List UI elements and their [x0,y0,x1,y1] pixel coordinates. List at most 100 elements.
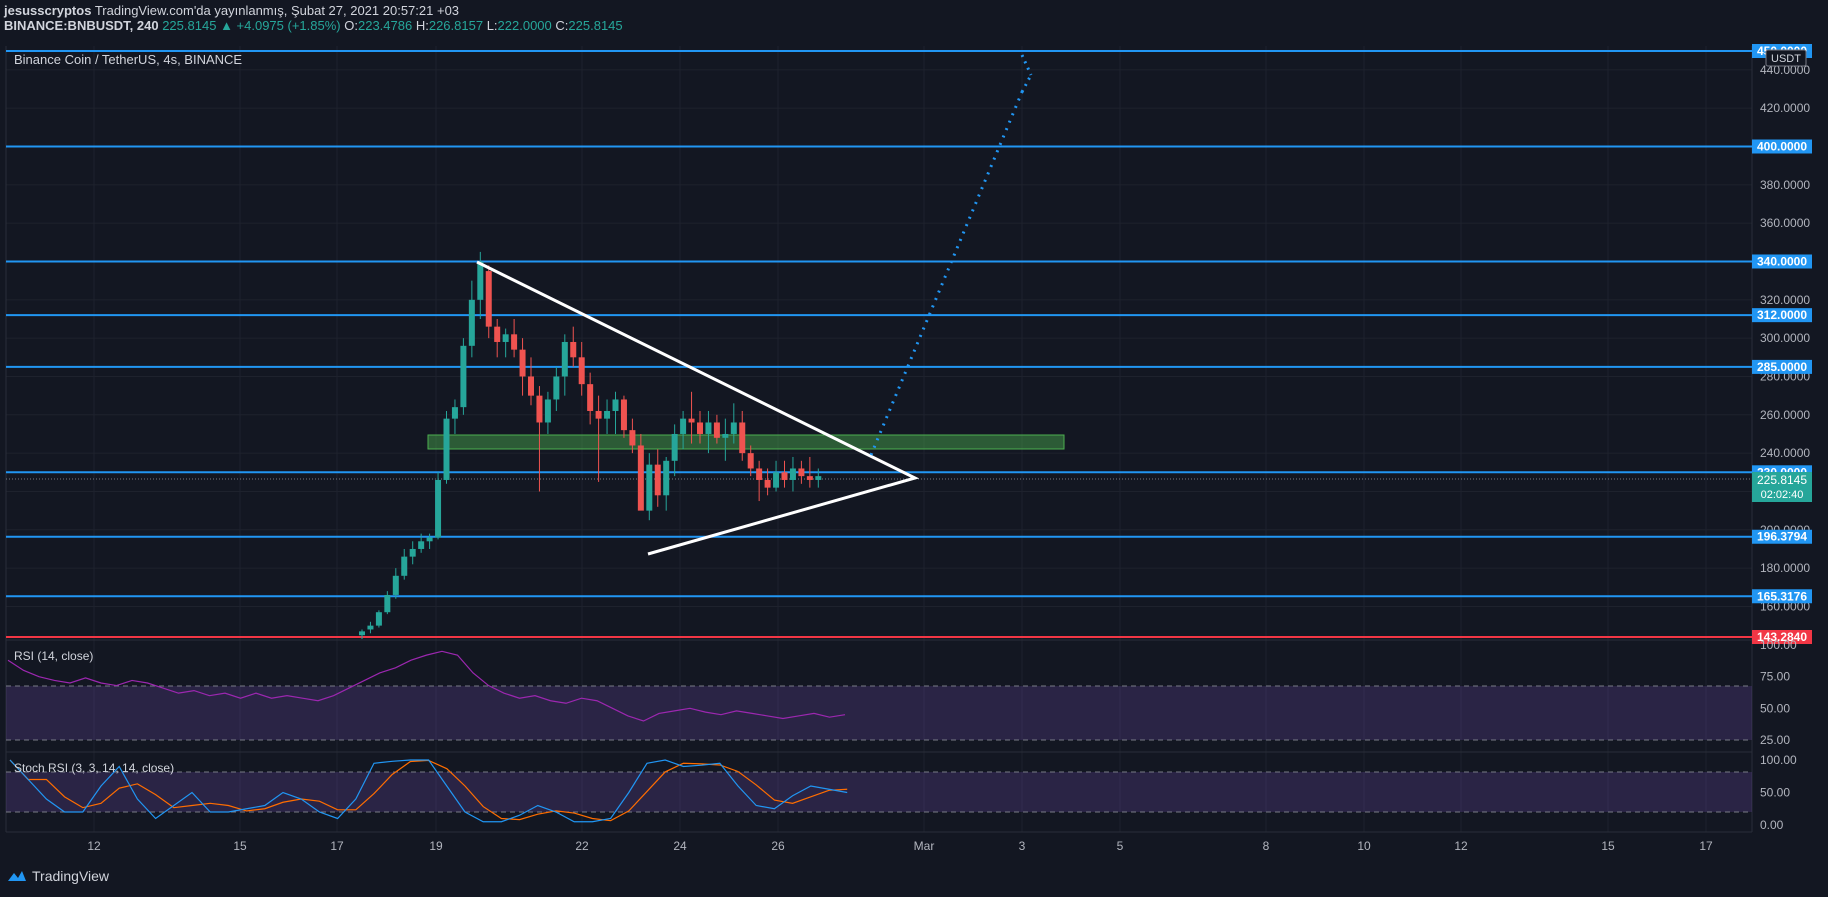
published-info: TradingView.com'da yayınlanmış, Şubat 27… [94,3,460,18]
support-zone[interactable] [427,434,1065,450]
level-price-label: 285.0000 [1757,360,1807,374]
stoch-axis: 100.00 50.00 0.00 [1760,753,1797,832]
time-tick-label: 19 [429,839,443,853]
time-tick-label: 3 [1019,839,1026,853]
time-tick-label: 22 [575,839,589,853]
stoch-band [6,772,1752,812]
publication-line: jesusscryptos TradingView.com'da yayınla… [4,3,459,19]
candle-body [426,537,433,542]
candle-body [637,445,644,511]
candle-body [680,418,687,434]
main-pane[interactable] [6,46,1752,638]
time-tick-label: 8 [1263,839,1270,853]
level-price-label: 340.0000 [1757,254,1807,268]
candle-body [418,541,425,549]
currency-badge[interactable] [1765,49,1807,67]
last-price: 225.8145 [162,18,217,33]
author-name[interactable]: jesusscryptos [4,3,92,18]
level-badge [1752,139,1812,154]
price-tick-label: 260.0000 [1760,408,1810,422]
price-tick-label: 320.0000 [1760,293,1810,307]
low-label: L: [486,18,498,33]
price-tick-label: 240.0000 [1760,446,1810,460]
rsi-tick-label: 25.00 [1760,733,1790,747]
candle-body [806,476,813,480]
open-value: 223.4786 [357,18,413,33]
candle-body [528,376,534,396]
time-tick-label: 17 [1699,839,1713,853]
symbol-label: BINANCE:BNBUSDT, 240 [4,18,159,33]
stoch-tick-label: 0.00 [1760,818,1784,832]
candle-body [620,399,627,431]
level-badge [1752,529,1812,544]
high-label: H: [415,18,429,33]
currency-label: USDT [1771,53,1801,65]
level-badge [1752,630,1812,644]
candle-body [443,418,450,480]
candle-body [798,468,805,477]
candle-body [815,476,822,480]
candle-body [595,410,602,419]
level-badge [1752,308,1812,323]
price-tick-label: 180.0000 [1760,561,1810,575]
candle-body [359,631,365,636]
time-tick-label: 5 [1117,839,1124,853]
time-axis[interactable]: 12 15 17 19 22 24 26 Mar 3 5 8 10 12 15 17 [87,839,1713,853]
time-tick-label: 12 [1454,839,1468,853]
candle-body [375,612,382,626]
bar-countdown: 02:02:40 [1761,489,1804,501]
rsi-tick-label: 50.00 [1760,701,1790,715]
rsi-tick-label: 75.00 [1760,670,1790,684]
last-price-badge [1752,472,1812,502]
candle-body [612,399,619,411]
rsi-band [6,686,1752,740]
candle-body [764,479,771,488]
price-chart[interactable]: Binance Coin / TetherUS, 4s, BINANCE 440… [0,40,1828,897]
candle-body [646,464,653,511]
close-label: C: [555,18,569,33]
candle-body [460,345,467,408]
candle-body [570,341,577,358]
tradingview-logo-icon [8,871,26,881]
triangle-pattern[interactable] [476,260,920,556]
open-label: O: [344,18,358,33]
candles [359,251,822,640]
level-badge [1752,589,1812,604]
candle-body [654,464,661,496]
candle-body [578,357,585,385]
candle-body [511,334,518,350]
rsi-tick-label: 100.00 [1760,638,1797,652]
candle-body [789,468,796,480]
candle-body [451,407,458,419]
time-tick-label: 15 [233,839,247,853]
candle-body [604,410,611,419]
candle-body [392,575,399,595]
price-tick-label: 300.0000 [1760,331,1810,345]
horizontal-levels[interactable] [6,50,1752,638]
candle-body [688,418,695,423]
candle-body [561,341,568,377]
rsi-axis: 100.00 75.00 50.00 25.00 [1760,638,1797,747]
candle-body [485,271,492,327]
candle-body [409,548,416,557]
price-tick-label: 360.0000 [1760,216,1810,230]
candle-body [536,395,543,423]
level-price-label: 400.0000 [1757,140,1807,154]
level-price-label: 165.3176 [1757,589,1807,603]
low-value: 222.0000 [497,18,552,33]
candle-body [519,349,526,377]
candle-body [663,460,670,496]
candle-body [730,422,737,434]
candle-body [705,422,712,434]
time-tick-label: 10 [1357,839,1371,853]
candle-body [587,384,594,411]
candle-body [468,299,475,346]
tradingview-logo[interactable]: TradingView [6,868,109,884]
candle-body [401,556,408,576]
candle-body [671,433,678,461]
ohlc-line: BINANCE:BNBUSDT, 240 225.8145 ▲ +4.0975 … [4,18,623,34]
candle-body [435,479,442,538]
high-value: 226.8157 [428,18,484,33]
level-price-label: 312.0000 [1757,308,1807,322]
stoch-k-line [9,759,848,823]
